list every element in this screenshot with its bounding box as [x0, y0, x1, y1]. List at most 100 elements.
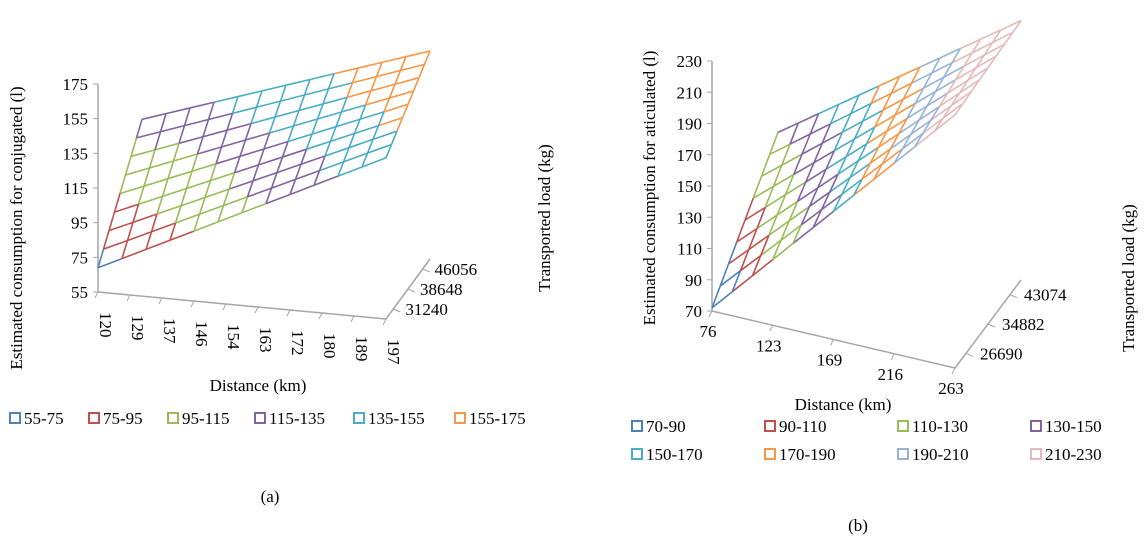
mesh-line: [303, 79, 311, 96]
mesh-line: [125, 167, 150, 176]
mesh-line: [270, 172, 278, 189]
z-tick-label: 70: [685, 302, 702, 321]
mesh-line: [991, 29, 1002, 44]
mesh-line: [833, 194, 855, 213]
mesh-line: [256, 100, 281, 109]
mesh-line: [276, 163, 302, 174]
legend-swatch: [897, 448, 909, 460]
mesh-line: [184, 118, 209, 127]
mesh-line: [274, 109, 300, 118]
legend-item: 115-135: [254, 409, 325, 428]
mesh-line: [877, 130, 888, 148]
mesh-line: [744, 206, 766, 221]
mesh-line: [169, 222, 177, 241]
mesh-line: [130, 149, 156, 158]
mesh-line: [756, 207, 766, 229]
legend-label: 75-95: [103, 409, 143, 428]
legend-label: 170-190: [779, 445, 836, 464]
mesh-line: [226, 113, 234, 131]
mesh-line: [813, 142, 823, 163]
mesh-line: [910, 119, 920, 135]
mesh-line: [719, 270, 741, 287]
mesh-line: [121, 248, 147, 260]
mesh-line: [193, 214, 201, 232]
mesh-line: [780, 220, 790, 241]
legend-label: 55-75: [24, 409, 64, 428]
legend-item: 155-175: [454, 409, 526, 428]
legend: 55-75 75-95 95-115 115-135 135-155 155-175: [9, 409, 526, 428]
mesh-line: [385, 144, 393, 159]
mesh-line: [975, 55, 997, 69]
x-tick-mark: [94, 291, 99, 299]
mesh-line: [132, 213, 158, 224]
mesh-line: [265, 193, 291, 205]
y-tick-label: 26690: [980, 344, 1023, 363]
mesh-line: [389, 90, 414, 99]
mesh-line: [744, 197, 754, 221]
mesh-line: [244, 123, 252, 141]
x-tick-label: 172: [288, 330, 307, 356]
mesh-line: [914, 87, 925, 104]
mesh-line: [364, 90, 372, 106]
mesh-line: [372, 125, 380, 140]
mesh-line: [396, 117, 404, 132]
mesh-line: [727, 241, 738, 265]
mesh-line: [910, 66, 921, 84]
y-tick-label: 46056: [435, 260, 478, 279]
mesh-line: [204, 188, 230, 199]
mesh-line: [784, 174, 795, 196]
mesh-line: [377, 111, 385, 126]
mesh-line: [261, 84, 287, 92]
x-tick-mark: [350, 315, 355, 323]
mesh-line: [274, 100, 282, 118]
mesh-line: [809, 113, 820, 135]
mesh-line: [913, 133, 924, 148]
mesh-line: [210, 172, 235, 182]
z-tick-label: 115: [63, 179, 88, 198]
mesh-line: [788, 205, 810, 222]
mesh-line: [215, 146, 223, 165]
mesh-line: [366, 139, 374, 154]
mesh-line: [881, 148, 892, 165]
mesh-line: [378, 116, 403, 127]
z-tick-label: 150: [677, 177, 703, 196]
legend: 70-90 90-110 110-130 130-150 150-170 170-190 1…: [631, 417, 1102, 464]
mesh-line: [946, 79, 957, 94]
mesh-line: [333, 67, 359, 75]
mesh-line: [341, 104, 366, 113]
mesh-line: [926, 91, 937, 107]
mesh-line: [113, 193, 121, 213]
mesh-line: [346, 82, 354, 98]
legend-label: 95-115: [182, 409, 230, 428]
mesh-line: [172, 143, 180, 162]
mesh-line: [257, 148, 265, 166]
chart-a: 55 75 95 115 135 155 175 120 129 137 146 154 163 172…: [7, 50, 554, 506]
mesh-line: [295, 169, 320, 181]
mesh-line: [894, 98, 904, 116]
mesh-line: [318, 155, 326, 171]
x-tick-mark: [318, 312, 323, 320]
mesh-line: [209, 163, 217, 181]
mesh-line: [265, 187, 273, 204]
x-tick-mark: [830, 339, 834, 346]
mesh-line: [169, 230, 195, 241]
mesh-line: [901, 134, 912, 150]
mesh-line: [830, 112, 852, 125]
mesh-line: [818, 103, 840, 115]
mesh-line: [837, 156, 847, 175]
legend-swatch: [631, 448, 643, 460]
mesh-line: [269, 125, 294, 134]
mesh-line: [838, 94, 860, 106]
mesh-line: [292, 110, 300, 127]
mesh-line: [873, 162, 895, 180]
mesh-line: [352, 75, 377, 84]
mesh-line: [196, 136, 204, 155]
mesh-line: [322, 88, 330, 105]
mesh-line: [103, 239, 128, 250]
mesh-line: [808, 187, 819, 207]
mesh-line: [119, 185, 145, 195]
legend-label: 70-90: [646, 417, 686, 436]
x-tick-label: 76: [700, 322, 717, 341]
legend-item: 75-95: [88, 409, 143, 428]
mesh-line: [258, 156, 283, 166]
